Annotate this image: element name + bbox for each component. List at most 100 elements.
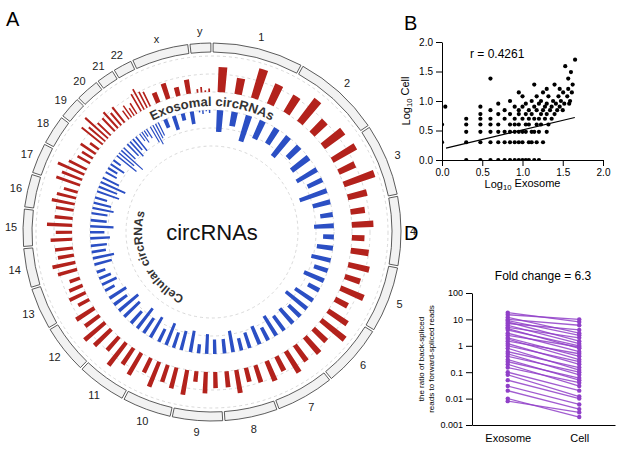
guide-circle [126,146,298,318]
point [577,336,581,340]
guide-circle [36,56,388,408]
chromosome-label: 7 [308,401,314,413]
track-bar [69,284,84,293]
point [539,112,543,116]
tick: Cell [570,432,589,444]
point [535,94,539,98]
plot-area [506,310,582,419]
track-bar [287,304,302,318]
track-bar [344,274,361,285]
chromosome [172,408,222,421]
tick-mark [466,319,472,320]
tick: 0.1 [450,368,472,378]
tick: 10 [453,315,472,325]
track-bar [89,142,99,150]
track-bar [251,68,268,100]
track-bar [181,113,187,121]
tracks [47,67,375,395]
pair-line [508,372,580,390]
chromosome-label: 14 [9,264,21,276]
chromosome-label: 21 [92,60,104,72]
track-bar [110,163,125,174]
tick-label: 0.0 [419,155,433,166]
track-bar [303,270,325,283]
point [478,117,482,121]
point [565,94,569,98]
point [464,117,468,121]
point [508,112,512,116]
chromosome [32,287,57,328]
track-bar [323,234,334,239]
track-bar [274,355,286,372]
track-bar [303,335,321,355]
point [577,317,581,321]
point [513,105,517,109]
track-bar [63,187,78,194]
track-bar [221,339,226,354]
point [527,122,531,126]
track-bar [172,116,180,131]
track-bar [311,254,331,263]
point [577,352,581,356]
guide-circle [72,92,352,372]
tick-label: 0.5 [476,167,490,178]
tick: 0.5 [419,125,442,136]
chromosome-label: y [197,25,203,37]
point [550,105,554,109]
point [541,140,545,144]
tick: 1.0 [419,96,442,107]
track-bar [234,369,243,393]
point [517,90,521,94]
point [506,384,510,388]
point [532,105,536,109]
track-bar [164,323,176,346]
point [566,87,570,91]
point [570,90,574,94]
chromosome-label: 16 [10,182,22,194]
track-bar [317,244,334,251]
point [496,122,500,126]
point [562,102,566,106]
point [464,158,468,160]
point [577,323,581,327]
pair-line [508,399,580,417]
track-bar [139,133,145,141]
track-bar [244,367,252,382]
track-bar [113,159,121,166]
track-bar [75,306,95,321]
point [555,108,559,112]
point [488,122,492,126]
tick-label: 0.01 [445,394,463,404]
circos: 12345678910111213141516171819202122xyExo… [5,25,416,438]
track-bar [337,161,356,174]
y-axis-title: reads to forward-spliced reads [427,305,436,413]
track-bar [160,364,170,382]
plot-area [442,58,577,160]
point [524,102,528,106]
point [535,108,539,112]
point [517,112,521,116]
y-axis-title: the ratio of back-spliced [417,317,426,402]
track-bar [157,328,166,342]
track-bar [197,344,201,353]
point [568,99,572,103]
point [478,122,482,126]
point [571,82,575,86]
track-bar [278,307,294,325]
track-bar [205,110,207,111]
track-bar [47,222,72,227]
point [558,105,562,109]
chromosome-label: 8 [251,423,257,435]
point [506,373,510,377]
point [577,410,581,414]
chromosome-label: 10 [136,415,148,427]
point [517,140,521,144]
chromosome-label: 5 [397,298,403,310]
point [541,90,545,94]
axis-line [473,425,616,426]
tick: 0.0 [419,155,442,166]
track-bar [90,219,106,223]
tick-label: 1.5 [419,66,433,77]
track-bar [122,110,130,120]
tick-mark [482,160,483,166]
